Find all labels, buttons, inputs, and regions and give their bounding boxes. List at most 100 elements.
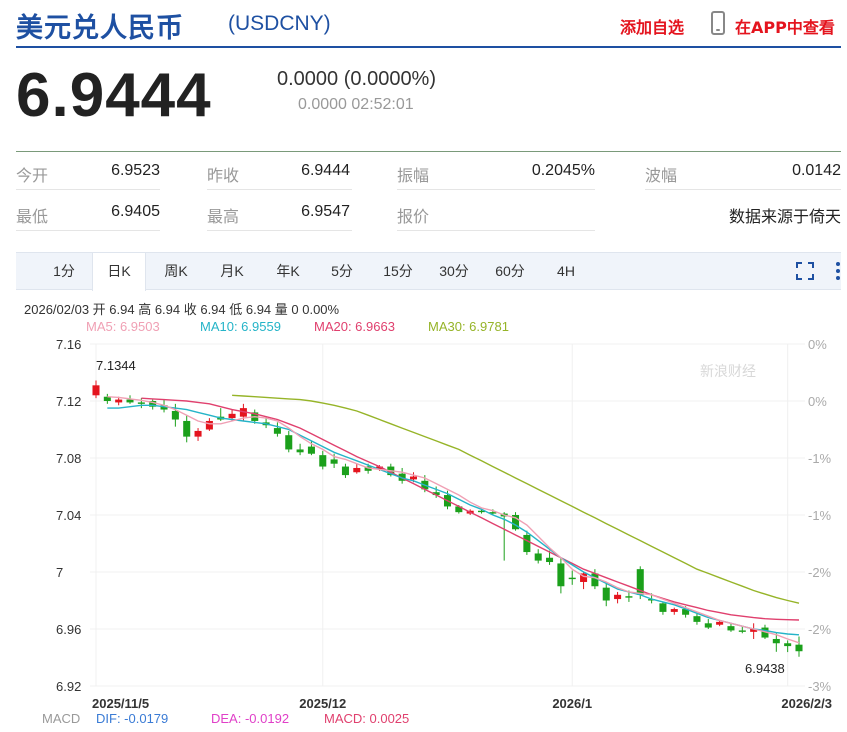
high-annotation: 7.1344: [96, 358, 136, 373]
candle-body: [784, 643, 792, 647]
phone-icon[interactable]: [711, 11, 725, 35]
candle-body: [137, 402, 145, 404]
more-vertical-icon[interactable]: [834, 261, 842, 281]
pct-tick-label: -2%: [808, 565, 832, 580]
open-in-app-button[interactable]: 在APP中查看: [735, 18, 835, 37]
stats-divider: [16, 151, 841, 152]
candle-body: [375, 466, 383, 470]
x-tick-label: 2026/2/3: [781, 696, 832, 710]
candle-body: [92, 385, 100, 396]
candle-body: [285, 435, 293, 450]
stat-label: 今开: [16, 168, 49, 185]
period-tabs: 1分 日K 周K 月K 年K 5分 15分 30分 60分 4H: [16, 252, 842, 291]
tab-weekly[interactable]: 周K: [164, 263, 188, 279]
pct-tick-label: -3%: [808, 679, 832, 694]
data-source: 数据来源于倚天: [728, 209, 841, 226]
candle-body: [126, 399, 134, 403]
candle-body: [546, 557, 554, 563]
x-tick-label: 2025/12: [299, 696, 346, 710]
y-tick-label: 7.04: [56, 508, 81, 523]
tab-daily[interactable]: 日K: [92, 253, 146, 291]
candle-body: [353, 467, 361, 473]
candle-body: [795, 644, 803, 652]
tab-5min[interactable]: 5分: [331, 263, 353, 279]
tab-yearly[interactable]: 年K: [276, 263, 300, 279]
candle-body: [580, 573, 588, 582]
stat-underline: [16, 189, 160, 190]
candle-body: [557, 563, 565, 587]
tab-30min[interactable]: 30分: [439, 263, 469, 279]
y-tick-label: 7: [56, 565, 63, 580]
candle-body: [591, 573, 599, 587]
y-tick-label: 7.16: [56, 337, 81, 352]
candle-body: [512, 515, 520, 530]
candle-body: [772, 638, 780, 644]
x-tick-label: 2025/11/5: [92, 696, 149, 710]
pct-tick-label: -2%: [808, 622, 832, 637]
candlestick-chart[interactable]: 新浪财经 7.16 0% 7.12 0% 7.08 -1% 7.04 -1% 7 -2% 6.96 -2…: [0, 330, 847, 710]
candle-body: [750, 629, 758, 632]
candle-body: [455, 506, 463, 513]
stat-underline: [16, 230, 160, 231]
candle-body: [727, 626, 735, 631]
candle-body: [534, 553, 542, 561]
ma30-line: [232, 394, 800, 604]
candle-body: [489, 512, 497, 514]
pct-tick-label: 0%: [808, 337, 827, 352]
candle-body: [205, 420, 213, 430]
tab-60min[interactable]: 60分: [495, 263, 525, 279]
stat-value: 0.2045%: [531, 162, 595, 179]
candle-body: [704, 623, 712, 628]
tab-4h[interactable]: 4H: [557, 263, 575, 279]
y-tick-label: 6.92: [56, 679, 81, 694]
y-tick-label: 7.12: [56, 394, 81, 409]
candle-body: [194, 430, 202, 437]
tab-monthly[interactable]: 月K: [220, 263, 244, 279]
candle-body: [614, 594, 622, 600]
candle-body: [432, 492, 440, 496]
candle-body: [330, 459, 338, 464]
x-tick-label: 2026/1: [552, 696, 592, 710]
stat-value: 0.0142: [792, 162, 841, 179]
stat-label: 报价: [397, 209, 430, 226]
ma20-line: [141, 397, 800, 621]
pct-tick-label: -1%: [808, 451, 832, 466]
stat-underline: [645, 189, 841, 190]
add-watchlist-button[interactable]: 添加自选: [620, 18, 685, 37]
low-annotation: 6.9438: [745, 661, 785, 676]
fullscreen-icon[interactable]: [796, 262, 814, 280]
candle-body: [115, 399, 123, 403]
tab-1min[interactable]: 1分: [53, 263, 75, 279]
stat-label: 振幅: [397, 168, 430, 185]
candle-body: [319, 455, 327, 467]
candle-body: [523, 534, 531, 553]
stat-value: 6.9547: [301, 203, 350, 220]
stat-underline: [397, 189, 595, 190]
candle-body: [149, 401, 157, 407]
current-price: 6.9444: [16, 61, 212, 130]
y-tick-label: 6.96: [56, 622, 81, 637]
candle-body: [160, 405, 168, 410]
candle-body: [693, 616, 701, 622]
symbol-code: (USDCNY): [228, 12, 331, 35]
sub-change: 0.0000: [298, 96, 347, 113]
y-tick-label: 7.08: [56, 451, 81, 466]
candle-body: [228, 413, 236, 419]
pct-tick-label: 0%: [808, 394, 827, 409]
candle-body: [103, 396, 111, 401]
candle-body: [636, 569, 644, 595]
ma10-line: [107, 404, 800, 636]
quote-header: 美元兑人民币 (USDCNY) 添加自选 在APP中查看: [0, 0, 847, 44]
tab-15min[interactable]: 15分: [383, 263, 413, 279]
page-title: 美元兑人民币: [16, 13, 184, 44]
stat-underline: [397, 230, 595, 231]
candle-body: [602, 587, 610, 601]
candle-body: [478, 510, 486, 513]
macd-title: MACD: [42, 711, 81, 726]
candle-body: [171, 410, 179, 420]
price-change: 0.0000 (0.0000%): [277, 68, 437, 90]
ma20-label: MA20: 6.9663: [314, 319, 395, 334]
stat-value: 6.9444: [301, 162, 350, 179]
macd-value: MACD: 0.0025: [324, 711, 410, 726]
candle-body: [568, 577, 576, 580]
